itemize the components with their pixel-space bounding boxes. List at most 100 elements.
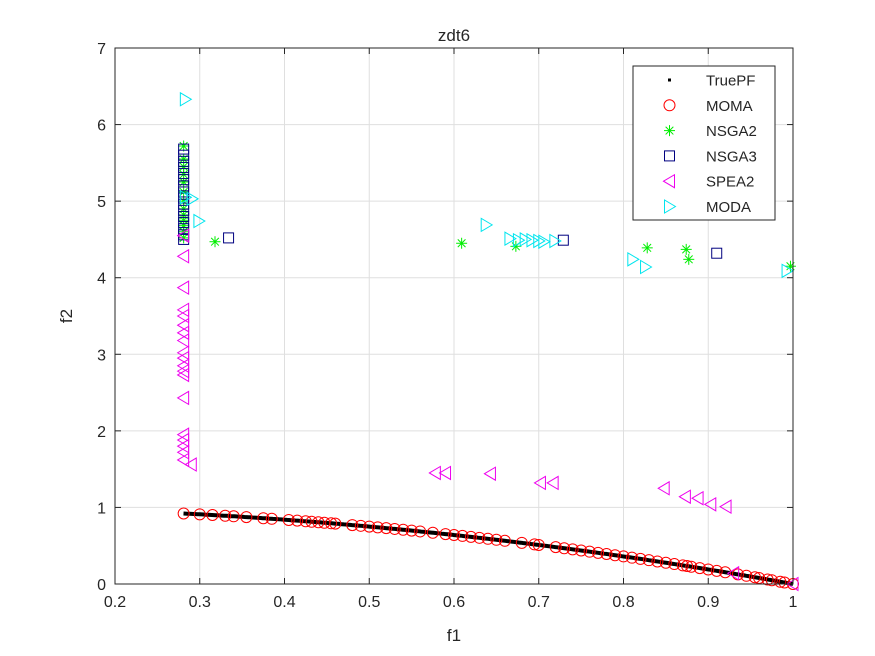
data-point	[625, 551, 638, 564]
data-point	[566, 543, 579, 556]
legend-label: SPEA2	[706, 174, 754, 191]
data-marks	[176, 91, 799, 592]
y-tick-label: 4	[97, 271, 106, 288]
data-point	[206, 509, 219, 522]
data-point	[538, 234, 551, 250]
data-point	[305, 515, 318, 528]
data-point	[178, 161, 190, 173]
legend-item-truepf: TruePF	[668, 73, 755, 90]
data-point	[641, 242, 653, 254]
data-point	[617, 550, 630, 563]
series-moma	[177, 507, 799, 590]
data-point	[186, 191, 200, 207]
data-point	[178, 210, 190, 222]
data-point	[678, 489, 691, 505]
legend: TruePF MOMA NSGA2 NSGA3 SPEA2 MODA	[632, 65, 776, 221]
data-point	[676, 559, 689, 572]
data-point	[504, 231, 517, 247]
data-point	[176, 248, 190, 264]
legend-label: NSGA2	[706, 123, 757, 140]
y-tick-label: 2	[97, 424, 106, 441]
data-point	[282, 513, 295, 526]
x-tick-label: 0.4	[273, 594, 295, 611]
data-point	[265, 512, 278, 525]
data-point	[176, 308, 190, 324]
data-point	[291, 514, 304, 527]
data-point	[515, 536, 528, 549]
data-point	[498, 534, 511, 547]
y-tick-label: 0	[97, 577, 106, 594]
data-point	[176, 350, 190, 366]
data-point	[657, 480, 670, 496]
data-point	[683, 253, 695, 265]
legend-box	[632, 65, 776, 221]
data-point	[209, 236, 221, 248]
data-point	[456, 529, 469, 542]
axis-ticks: 0.2 0.3 0.4 0.5 0.6 0.7 0.8 0.9 1 0 1 2 3 4 5 6 7	[97, 41, 797, 611]
data-point	[634, 552, 647, 565]
data-point	[178, 143, 190, 155]
data-point	[299, 515, 312, 528]
data-point	[710, 564, 723, 577]
data-point	[178, 168, 190, 180]
data-point	[711, 247, 723, 259]
data-point	[176, 325, 190, 341]
legend-label: MODA	[706, 199, 751, 216]
data-point	[575, 544, 588, 557]
data-point	[176, 444, 190, 460]
data-point	[176, 333, 190, 348]
data-point	[546, 475, 559, 491]
x-tick-label: 0.9	[697, 594, 719, 611]
data-point	[473, 531, 486, 544]
data-point	[719, 566, 732, 579]
data-point	[558, 542, 571, 555]
data-point	[528, 538, 541, 551]
data-point	[176, 280, 190, 296]
data-point	[642, 554, 655, 567]
data-point	[719, 499, 732, 515]
data-point	[774, 575, 787, 588]
legend-item-spea2: SPEA2	[662, 174, 754, 191]
data-point	[176, 228, 190, 243]
x-tick-label: 0.5	[358, 594, 380, 611]
data-point	[176, 367, 190, 383]
data-point	[397, 523, 410, 536]
x-tick-label: 0.7	[528, 594, 550, 611]
x-axis-label: f1	[447, 626, 461, 645]
data-point	[702, 563, 715, 576]
data-point	[464, 530, 477, 543]
data-point	[354, 519, 367, 532]
legend-marker	[664, 125, 675, 137]
data-point	[388, 522, 401, 535]
data-point	[490, 533, 503, 546]
data-point	[519, 232, 533, 247]
data-point	[312, 516, 325, 529]
truepf-point-trace	[183, 511, 794, 586]
data-point	[609, 549, 622, 562]
data-point	[532, 538, 545, 551]
data-point	[439, 528, 452, 541]
data-point	[448, 528, 460, 541]
series-truepf	[183, 511, 794, 586]
data-point	[176, 452, 190, 468]
data-point	[223, 232, 235, 244]
data-point	[765, 574, 778, 587]
data-point	[781, 263, 795, 279]
data-point	[329, 517, 342, 530]
data-point	[753, 571, 766, 584]
data-point	[193, 213, 206, 229]
data-point	[526, 232, 539, 248]
data-point	[583, 545, 596, 558]
data-point	[481, 532, 494, 545]
data-point	[685, 560, 698, 573]
data-point	[512, 232, 526, 248]
series-moda	[179, 91, 795, 279]
data-point	[177, 507, 190, 520]
data-point	[240, 511, 253, 524]
data-point	[178, 155, 190, 167]
data-point	[363, 520, 376, 533]
data-point	[414, 525, 427, 538]
x-tick-label: 1	[789, 594, 798, 611]
data-point	[680, 243, 692, 255]
